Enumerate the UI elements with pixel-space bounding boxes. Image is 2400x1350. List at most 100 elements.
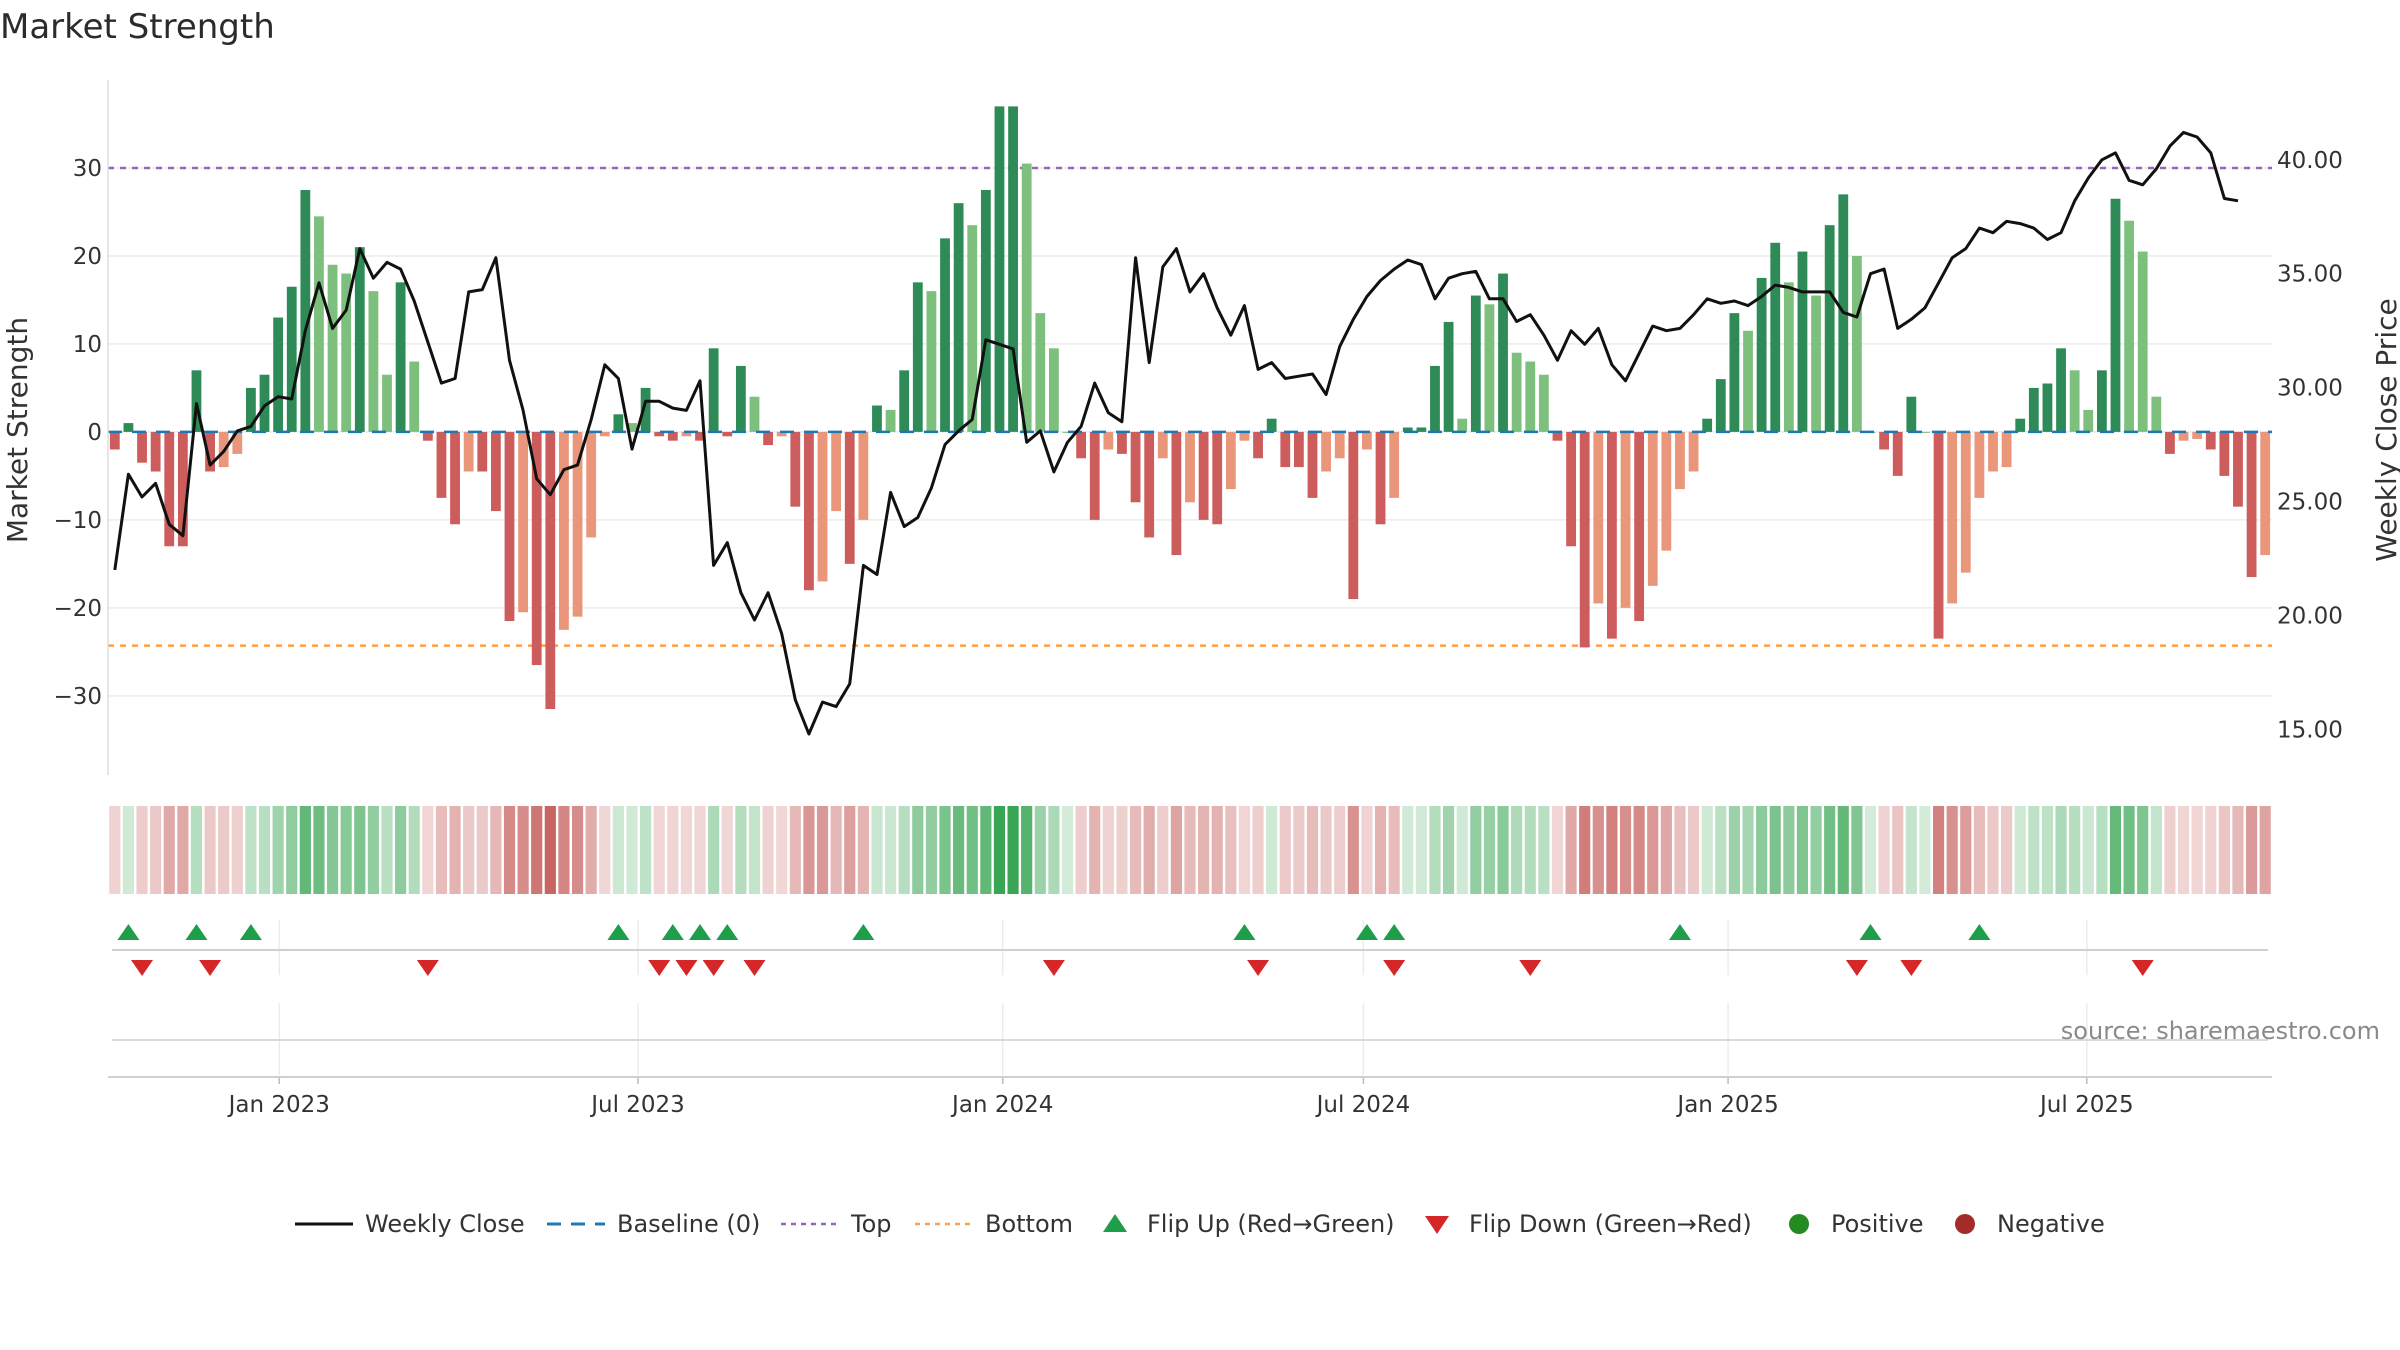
- strength-bar: [613, 414, 624, 432]
- heat-cell: [1211, 806, 1223, 894]
- strength-bar: [1008, 106, 1018, 432]
- strength-bar: [804, 431, 814, 591]
- close-price-series: [113, 130, 2239, 736]
- strength-bar: [137, 431, 147, 463]
- strength-bar: [708, 348, 719, 432]
- heat-cell: [1157, 806, 1169, 894]
- strength-bar: [1062, 431, 1073, 433]
- x-tick-label: Jan 2023: [227, 1092, 330, 1118]
- heat-cell: [939, 806, 951, 894]
- y-tick-label: −20: [53, 596, 102, 622]
- legend-label: Baseline (0): [617, 1210, 760, 1238]
- strength-bar: [1797, 251, 1808, 432]
- axes: 30 20 10 0 −10 −20 −30 40.00 35.00 30.00 25.00 20.0…: [53, 80, 2343, 775]
- flip-down-marker: [1900, 960, 1923, 976]
- strength-bar: [1906, 396, 1917, 432]
- heat-cell: [1932, 806, 1945, 894]
- flip-down-marker: [743, 960, 766, 976]
- heat-cell: [844, 806, 856, 894]
- heat-cell: [1443, 806, 1455, 894]
- flip-down-marker: [131, 960, 154, 976]
- heat-cell: [1511, 806, 1523, 894]
- strength-bar: [300, 189, 311, 432]
- strength-bar: [2110, 198, 2121, 432]
- strength-bar: [232, 431, 243, 454]
- source-note: source: sharemaestro.com: [2061, 1017, 2380, 1045]
- heat-cell: [1824, 806, 1836, 894]
- heat-cell: [1674, 806, 1686, 894]
- heat-cell: [653, 806, 665, 894]
- heat-cell: [871, 806, 883, 894]
- strength-bar: [1511, 352, 1522, 432]
- legend-label: Negative: [1997, 1210, 2105, 1238]
- heat-cell: [1347, 806, 1359, 894]
- strength-bar: [885, 409, 896, 432]
- flip-down-marker: [1247, 960, 1270, 976]
- y2-tick-label: 35.00: [2277, 262, 2343, 288]
- strength-bar: [926, 291, 937, 432]
- heat-cell: [422, 806, 434, 894]
- heat-cell: [395, 806, 407, 894]
- strength-bar: [1743, 330, 1753, 432]
- strength-bar: [1892, 431, 1903, 476]
- heat-cell: [1089, 806, 1101, 894]
- heat-cell: [748, 806, 761, 894]
- heat-cell: [1973, 806, 1985, 894]
- strength-bar: [477, 431, 488, 472]
- heat-cell: [463, 806, 475, 894]
- heat-cell: [163, 806, 175, 894]
- strength-bar: [790, 431, 801, 507]
- strength-bar: [2015, 418, 2026, 432]
- y2-tick-label: 15.00: [2277, 717, 2343, 743]
- flip-up-marker: [185, 924, 208, 940]
- strength-bar: [1824, 225, 1835, 432]
- heat-cell: [585, 806, 597, 894]
- legend-swatch: [1103, 1214, 1127, 1232]
- heat-cell: [1987, 806, 1999, 894]
- strength-bar: [286, 286, 297, 432]
- heat-cell: [694, 806, 706, 894]
- flip-up-marker: [1859, 924, 1882, 940]
- strength-bar: [1783, 282, 1794, 432]
- heat-cell: [571, 806, 584, 894]
- heat-cell: [1129, 806, 1142, 894]
- chart-title: Market Strength: [0, 7, 275, 47]
- heat-cell: [299, 806, 311, 894]
- heat-cell: [544, 806, 556, 894]
- heat-cell: [1470, 806, 1482, 894]
- y2-tick-label: 25.00: [2277, 490, 2343, 516]
- strength-bar: [1879, 431, 1890, 450]
- heat-cell: [2246, 806, 2258, 894]
- heat-cell: [1946, 806, 1958, 894]
- strength-bars: [109, 106, 2271, 710]
- heat-cell: [1007, 806, 1019, 894]
- legend-swatch: [1789, 1214, 1809, 1234]
- strength-bar: [1035, 313, 1046, 432]
- heat-cell: [1456, 806, 1468, 894]
- legend-item: Weekly Close: [295, 1210, 525, 1238]
- heat-cell: [1783, 806, 1795, 894]
- strength-bar: [1389, 431, 1400, 498]
- heat-cell: [245, 806, 257, 894]
- heat-cell: [993, 806, 1006, 894]
- x-tick-label: Jul 2024: [1315, 1092, 1411, 1118]
- strength-bar: [409, 361, 420, 432]
- strength-bar: [1566, 431, 1576, 547]
- heat-cell: [1701, 806, 1713, 894]
- heat-cell: [490, 806, 502, 894]
- heat-cell: [449, 806, 461, 894]
- heat-cell: [1810, 806, 1822, 894]
- heat-cell: [1252, 806, 1264, 894]
- strength-bar: [259, 374, 270, 432]
- heat-cell: [1116, 806, 1128, 894]
- heat-cell: [1524, 806, 1536, 894]
- legend-label: Flip Down (Green→Red): [1469, 1210, 1752, 1238]
- strength-bar: [940, 238, 950, 432]
- flip-down-marker: [416, 960, 439, 976]
- strength-bar: [817, 431, 828, 582]
- strength-bar: [2028, 387, 2039, 432]
- flip-up-marker: [239, 924, 262, 940]
- heat-cell: [1293, 806, 1305, 894]
- heat-cell: [354, 806, 366, 894]
- heat-cell: [1715, 806, 1727, 894]
